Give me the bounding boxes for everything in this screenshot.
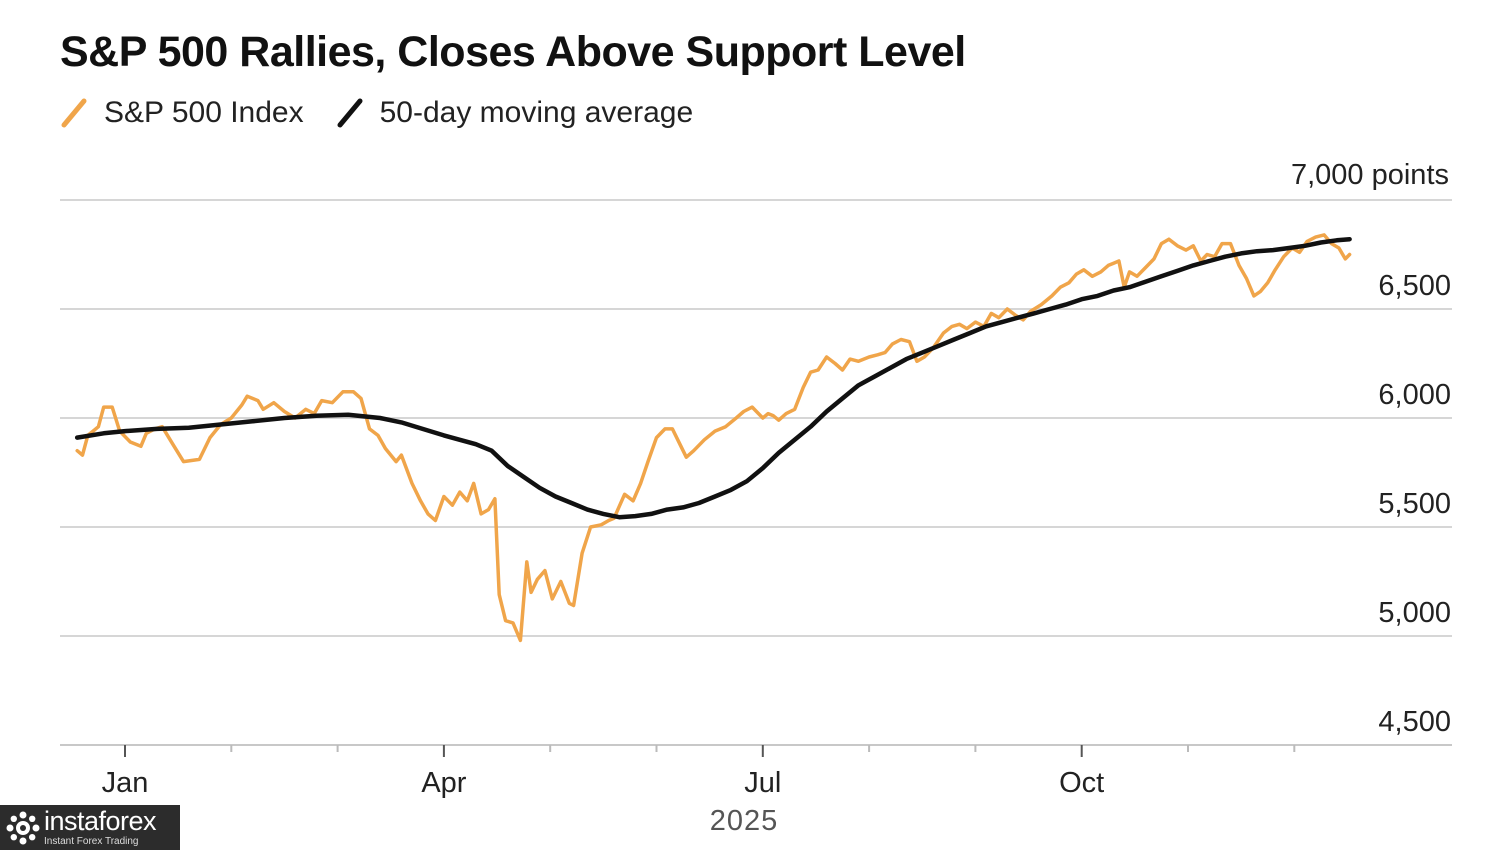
x-axis-title: 2025 <box>710 805 779 837</box>
instaforex-logo-icon <box>6 811 40 844</box>
y-tick-label-6000: 6,000 <box>1378 379 1451 411</box>
legend-swatch-moving-average <box>337 98 363 128</box>
y-tick-label-5500: 5,500 <box>1378 488 1451 520</box>
legend: S&P 500 Index 50-day moving average <box>60 96 725 130</box>
y-tick-label-4500: 4,500 <box>1378 706 1451 738</box>
legend-label-moving-average: 50-day moving average <box>379 96 694 129</box>
y-tick-label-5000: 5,000 <box>1378 597 1451 629</box>
x-tick-label-jan: Jan <box>102 767 149 799</box>
series-line-sp500 <box>75 233 1352 643</box>
x-tick-label-oct: Oct <box>1059 767 1104 799</box>
y-axis-top-label: 7,000 points <box>1291 159 1449 191</box>
legend-item-moving-average: 50-day moving average <box>336 96 694 130</box>
x-tick-label-jul: Jul <box>744 767 781 799</box>
watermark: instaforex Instant Forex Trading <box>0 805 180 850</box>
x-tick-label-apr: Apr <box>421 767 466 799</box>
legend-swatch-sp500 <box>61 98 87 128</box>
series-line-moving-average <box>74 236 1352 520</box>
y-tick-label-6500: 6,500 <box>1378 270 1451 302</box>
watermark-tagline: Instant Forex Trading <box>44 836 139 847</box>
chart-title: S&P 500 Rallies, Closes Above Support Le… <box>60 28 966 76</box>
watermark-name: instaforex <box>44 806 157 836</box>
legend-label-sp500: S&P 500 Index <box>104 96 304 129</box>
legend-item-sp500: S&P 500 Index <box>60 96 304 130</box>
